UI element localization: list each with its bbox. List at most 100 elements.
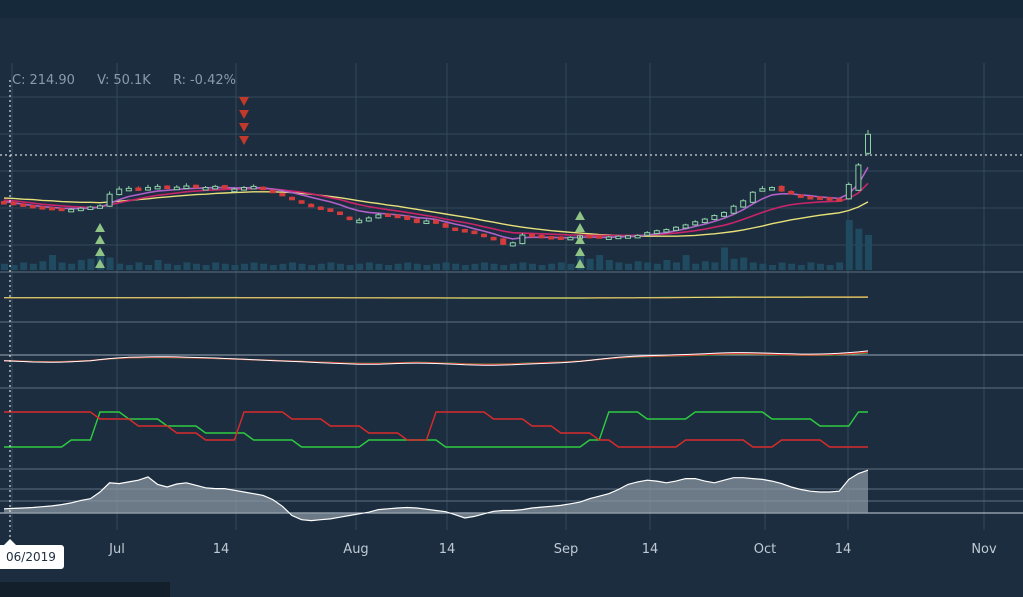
volume-bar-16 <box>154 260 162 270</box>
buy-signal-0-2 <box>95 235 105 244</box>
price-pane <box>1 97 871 268</box>
candle-body-12 <box>116 188 123 196</box>
buy-signal-0-0 <box>95 259 105 268</box>
candle-body-37 <box>356 219 363 224</box>
volume-bar-80 <box>769 265 776 270</box>
indicator-pane-2 <box>3 350 869 366</box>
candle-body-76 <box>730 205 737 214</box>
volume-bar-90 <box>865 235 872 270</box>
volume-bar-13 <box>125 265 133 270</box>
volume-bar-14 <box>135 262 143 270</box>
candle-body-13 <box>125 187 132 192</box>
candle-body-87 <box>836 198 843 202</box>
volume-bar-69 <box>663 260 671 270</box>
candle-body-4 <box>39 206 46 210</box>
sell-signal-0-3 <box>239 136 249 145</box>
volume-bar-71 <box>682 255 690 270</box>
candle-body-66 <box>634 234 641 239</box>
candle-body-24 <box>231 188 238 193</box>
volume-bar-89 <box>855 228 863 270</box>
candle-body-1 <box>10 201 17 206</box>
candle-body-88 <box>845 183 852 200</box>
candle-body-27 <box>260 186 267 191</box>
volume-bar-15 <box>145 265 152 270</box>
buy-signal-1-0 <box>575 259 585 268</box>
volume-bar-54 <box>519 262 527 270</box>
candle-body-21 <box>202 187 209 191</box>
candle-body-36 <box>346 216 353 221</box>
x-axis: Jul 14 Aug 14 Sep 14 Oct 14 Nov <box>108 542 997 557</box>
volume-bar-68 <box>653 263 661 270</box>
volume-bar-42 <box>404 262 412 270</box>
candle-body-81 <box>778 185 785 192</box>
volume-bar-62 <box>596 255 604 270</box>
volume-bar-70 <box>673 262 680 270</box>
candle-body-35 <box>337 211 343 216</box>
osc-b-red <box>3 351 869 366</box>
crossover-up-line <box>4 411 868 448</box>
candle-body-51 <box>490 236 497 241</box>
volume-bar-48 <box>461 265 469 270</box>
x-tick-label-0: Jul <box>108 542 125 557</box>
volume-bar-76 <box>730 258 738 270</box>
volume-bar-51 <box>490 263 498 270</box>
volume-bar-78 <box>749 262 757 270</box>
top-toolbar <box>0 0 1023 18</box>
sell-signal-0-2 <box>239 123 249 132</box>
bottom-scrollbar[interactable] <box>0 582 170 597</box>
volume-bar-74 <box>711 262 719 270</box>
candle-body-72 <box>692 221 699 226</box>
candle-body-38 <box>365 217 372 222</box>
candle-body-89 <box>855 164 862 191</box>
volume-value: 50.1K <box>113 73 151 88</box>
candle-body-14 <box>135 187 142 191</box>
volume-bar-23 <box>221 263 229 270</box>
volume-bar-33 <box>317 263 325 270</box>
volume-bar-9 <box>87 258 95 270</box>
candle-body-65 <box>625 235 631 239</box>
candle-body-23 <box>221 185 228 189</box>
volume-bar-53 <box>509 263 517 270</box>
x-tick-label-3: 14 <box>439 542 456 557</box>
volume-bar-77 <box>740 257 748 270</box>
x-tick-label-2: Aug <box>343 542 368 557</box>
volume-bar-85 <box>817 263 824 270</box>
buy-signal-1-2 <box>575 235 585 244</box>
candle-body-47 <box>452 227 459 231</box>
volume-bar-7 <box>68 263 76 270</box>
momentum-area <box>4 470 868 521</box>
candle-body-50 <box>481 233 487 238</box>
crossover-pane <box>4 411 868 448</box>
volume-bar-22 <box>212 262 220 270</box>
candle-body-58 <box>557 236 564 240</box>
volume-bar-88 <box>845 220 853 270</box>
candle-body-85 <box>817 196 823 200</box>
volume-bar-32 <box>308 265 316 270</box>
volume-bar-55 <box>529 263 536 270</box>
crossover-down-line <box>4 411 868 448</box>
volume-bar-46 <box>442 262 450 270</box>
candle-body-19 <box>183 185 190 189</box>
candle-body-17 <box>164 185 171 189</box>
osc-a-yellow <box>4 296 868 299</box>
volume-bar-87 <box>836 262 844 270</box>
candle-body-82 <box>788 190 795 195</box>
candle-body-84 <box>807 196 814 200</box>
candle-body-16 <box>154 185 161 190</box>
volume-bar-82 <box>788 263 796 270</box>
volume-bar-36 <box>346 265 354 270</box>
buy-signal-0-3 <box>95 223 105 232</box>
candle-body-70 <box>673 226 679 231</box>
candle-body-69 <box>663 229 670 233</box>
volume-bar-58 <box>557 262 565 270</box>
candle-body-78 <box>749 191 756 203</box>
candle-body-52 <box>500 238 507 245</box>
volume-bar-57 <box>548 263 556 270</box>
volume-bar-86 <box>826 265 834 270</box>
candle-body-10 <box>97 205 103 209</box>
volume-bar-81 <box>778 262 786 270</box>
osc-b-white <box>3 350 869 366</box>
volume-bar-44 <box>423 265 431 270</box>
candle-body-6 <box>58 207 65 212</box>
